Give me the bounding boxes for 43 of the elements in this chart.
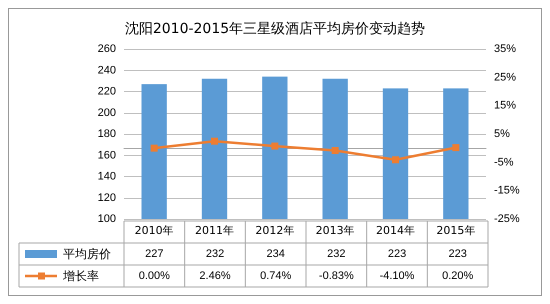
y-tick-label: 140: [98, 170, 116, 182]
y-tick-label: 240: [98, 64, 116, 76]
data-label: -4.10%: [380, 270, 415, 282]
legend-label: 增长率: [62, 269, 99, 283]
chart-title: 沈阳2010-2015年三星级酒店平均房价变动趋势: [124, 21, 426, 37]
legend-label: 平均房价: [63, 247, 111, 261]
y2-tick-label: 25%: [494, 71, 516, 84]
y-tick-label: 100: [98, 213, 116, 225]
data-label: 0.00%: [138, 270, 170, 282]
data-label: 0.74%: [260, 270, 292, 282]
data-label: 232: [206, 248, 224, 260]
y2-tick-label: -25%: [494, 213, 520, 225]
point: [271, 142, 278, 150]
data-label: 0.20%: [442, 270, 474, 282]
data-label: 234: [266, 248, 285, 260]
x-tick-label: 2015年: [436, 224, 476, 237]
y2-tick-label: -15%: [494, 184, 520, 197]
x-tick-label: 2011年: [195, 224, 234, 237]
point: [211, 138, 218, 145]
y-tick-label: 200: [98, 106, 116, 119]
point: [150, 144, 158, 152]
data-label: 232: [327, 248, 346, 260]
data-label: -0.83%: [318, 270, 354, 282]
y2-tick-label: 5%: [494, 128, 510, 140]
point: [332, 147, 339, 154]
point: [392, 156, 399, 164]
data-label: 2.46%: [199, 270, 231, 282]
data-label: 223: [448, 248, 467, 260]
data-label: 227: [145, 248, 164, 260]
y2-tick-label: -5%: [494, 156, 514, 168]
x-tick-label: 2010年: [134, 224, 174, 237]
y-tick-label: 220: [98, 86, 116, 98]
x-tick-label: 2012年: [255, 224, 294, 237]
data-label: 223: [388, 248, 406, 260]
y-tick-label: 120: [98, 192, 116, 204]
y2-tick-label: 35%: [494, 43, 516, 55]
point: [452, 144, 460, 152]
x-tick-label: 2014年: [376, 224, 415, 237]
y2-tick-label: 15%: [494, 100, 516, 112]
y-tick-label: 180: [98, 128, 116, 140]
x-tick-label: 2013年: [316, 224, 355, 237]
y-tick-label: 260: [98, 43, 116, 55]
y-tick-label: 160: [98, 149, 116, 162]
